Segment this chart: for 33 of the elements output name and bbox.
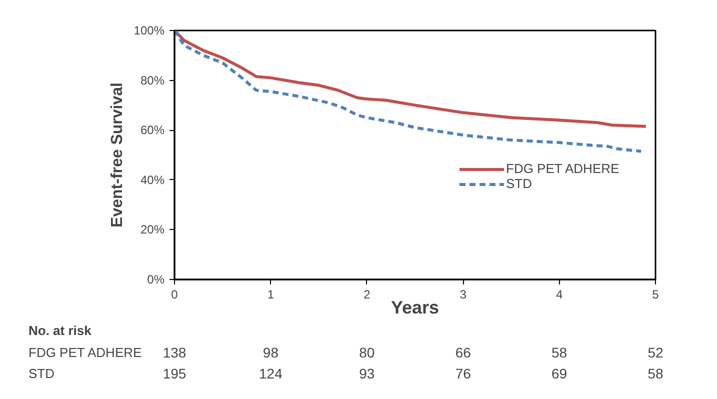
- text: STD: [28, 366, 54, 381]
- text: 52: [648, 344, 664, 360]
- text: 195: [162, 366, 186, 382]
- y-tick-label: 20%: [140, 222, 165, 237]
- y-tick-label: 100%: [134, 24, 165, 38]
- text: 80: [359, 344, 375, 360]
- y-tick-label: 60%: [140, 123, 165, 138]
- text: 58: [552, 344, 568, 360]
- x-tick-label: 3: [460, 288, 467, 302]
- legend-label: FDG PET ADHERE: [506, 161, 620, 176]
- x-tick-label: 0: [171, 288, 178, 302]
- text: 138: [162, 344, 186, 360]
- text: 58: [648, 366, 664, 382]
- text: FDG PET ADHERE: [28, 345, 142, 360]
- x-tick-label: 2: [364, 288, 371, 302]
- text: 124: [259, 366, 283, 382]
- text: 66: [455, 344, 472, 360]
- x-tick-label: 5: [652, 288, 660, 302]
- y-tick-label: 40%: [140, 172, 165, 187]
- text: 98: [262, 344, 279, 360]
- y-axis-title: Event-free Survival: [108, 82, 126, 228]
- x-tick-label: 4: [556, 288, 563, 302]
- line-series: [174, 30, 648, 128]
- y-tick-label: 80%: [140, 73, 165, 88]
- y-tick-label: 0%: [147, 272, 165, 286]
- x-axis-title: Years: [390, 298, 440, 318]
- text: 69: [552, 366, 568, 382]
- text: 93: [359, 366, 375, 382]
- legend-label: STD: [506, 176, 532, 191]
- line-series: [174, 30, 643, 153]
- x-tick-label: 1: [267, 288, 274, 302]
- text: No. at risk: [28, 323, 92, 338]
- text: 76: [455, 366, 472, 382]
